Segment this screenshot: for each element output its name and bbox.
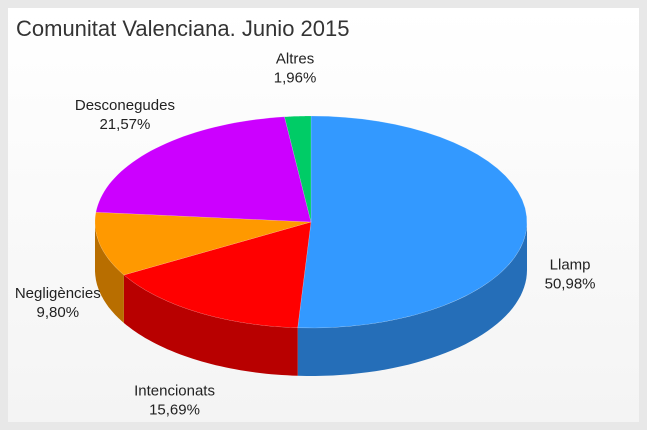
chart-title: Comunitat Valenciana. Junio 2015	[16, 16, 349, 41]
pie-side	[297, 222, 527, 376]
value-label: 50,98%	[545, 276, 596, 293]
pie-slice	[123, 221, 312, 329]
pie-side	[123, 275, 298, 376]
slice-label: Desconegudes	[75, 97, 175, 114]
value-label: 21,57%	[99, 116, 150, 133]
pie-slice	[297, 115, 528, 329]
slice-label: Negligències	[15, 285, 101, 302]
value-label: 15,69%	[149, 402, 200, 419]
pie-side	[95, 222, 124, 323]
slice-label: Intencionats	[134, 383, 215, 400]
pie-slice	[94, 211, 312, 276]
value-label: 1,96%	[274, 70, 317, 87]
pie-slice	[95, 116, 312, 223]
value-label: 9,80%	[37, 304, 80, 321]
slice-label: Altres	[276, 51, 314, 68]
pie-slice	[284, 115, 312, 223]
slice-label: Llamp	[550, 257, 591, 274]
